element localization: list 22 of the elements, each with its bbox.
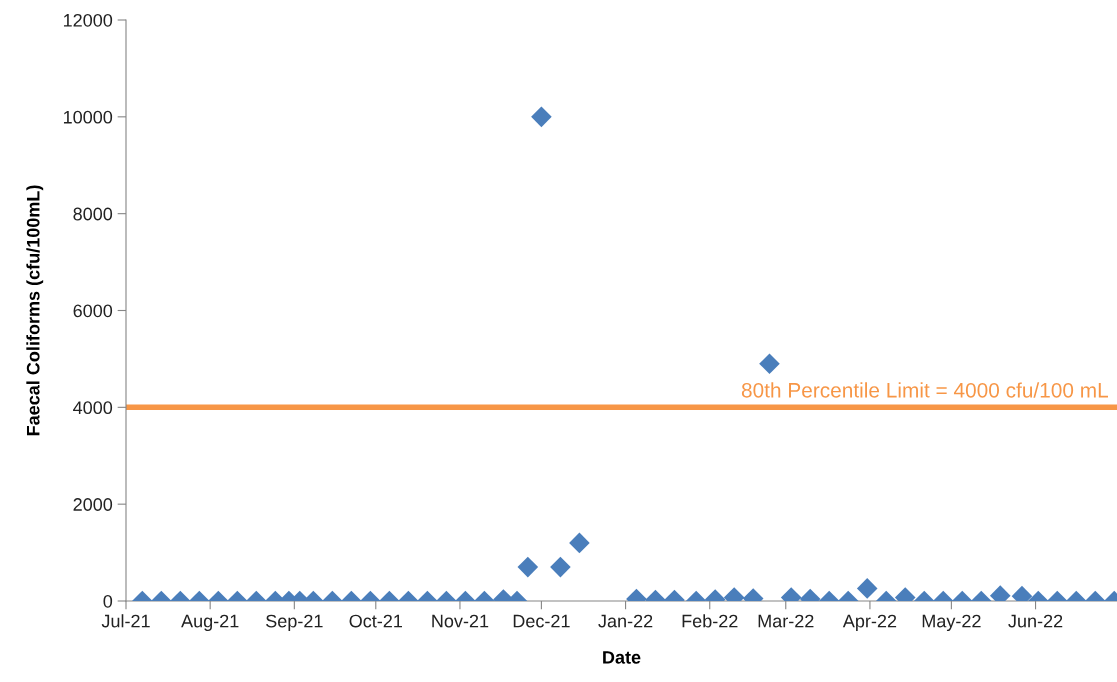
y-axis-title: Faecal Coliforms (cfu/100mL) [26, 185, 44, 436]
x-tick-label: Apr-22 [842, 614, 897, 632]
x-tick-label: Jun-22 [1008, 614, 1063, 628]
ref-line-label: 80th Percentile Limit = 4000 cfu/100 mL [741, 382, 1108, 398]
y-tick-label: 8000 [73, 207, 113, 221]
x-tick-label: Aug-21 [181, 614, 239, 632]
x-tick-label: Dec-21 [513, 614, 570, 628]
x-tick-label: Jul-21 [101, 614, 150, 628]
y-tick-label: 4000 [73, 401, 113, 415]
x-tick-label: Mar-22 [758, 614, 814, 628]
y-tick-label: 12000 [63, 13, 113, 27]
y-tick-label: 0 [103, 594, 113, 608]
x-tick-label: Feb-22 [682, 614, 738, 628]
x-tick-label: May-22 [922, 614, 981, 632]
x-tick-label: Oct-21 [349, 614, 402, 628]
y-tick-label: 10000 [63, 110, 113, 124]
y-tick-label: 6000 [73, 304, 113, 318]
x-axis-title: Date [603, 651, 641, 664]
x-tick-label: Sep-21 [266, 614, 323, 632]
y-tick-label: 2000 [73, 498, 113, 511]
x-tick-label: Jan-22 [598, 614, 653, 628]
x-tick-label: Nov-21 [432, 614, 489, 628]
